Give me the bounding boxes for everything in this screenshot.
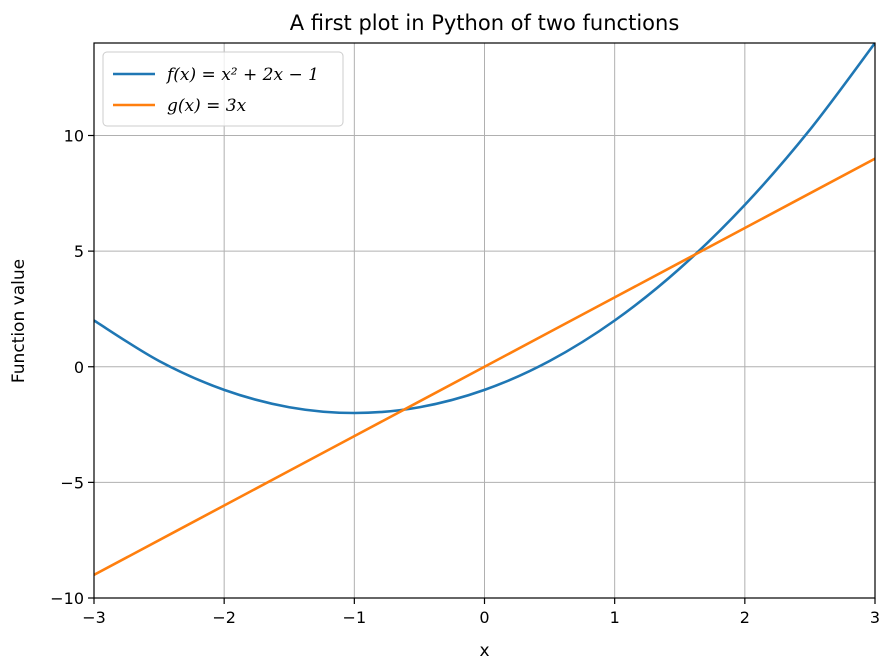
series-line-0: [94, 43, 875, 415]
x-tick-label: 1: [610, 608, 620, 627]
x-tick-label: −3: [82, 608, 106, 627]
x-tick-label: −1: [343, 608, 367, 627]
x-tick-label: 3: [870, 608, 880, 627]
series-line-1: [94, 157, 875, 577]
y-tick-label: 0: [74, 358, 84, 377]
chart-title: A first plot in Python of two functions: [290, 11, 680, 35]
legend-box: [102, 51, 344, 127]
y-tick-label: 5: [74, 242, 84, 261]
y-axis-label: Function value: [9, 259, 29, 383]
x-tick-label: 0: [479, 608, 489, 627]
legend-label-f: f(x) = x² + 2x − 1: [165, 65, 319, 85]
x-tick-label: 2: [740, 608, 750, 627]
legend: f(x) = x² + 2x − 1 g(x) = 3x: [102, 51, 344, 127]
legend-label-g: g(x) = 3x: [167, 96, 247, 116]
y-tick-label: −10: [50, 589, 84, 608]
x-axis-label: x: [479, 641, 489, 661]
x-tick-label: −2: [212, 608, 236, 627]
y-tick-label: −5: [60, 473, 84, 492]
y-tick-label: 10: [64, 127, 84, 146]
series-layer: [94, 43, 875, 577]
